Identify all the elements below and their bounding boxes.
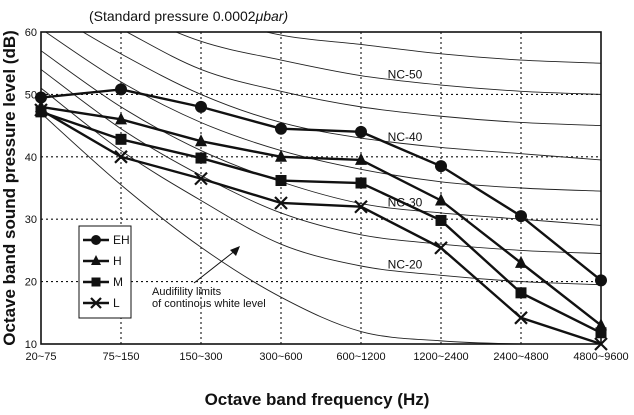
legend-entry: H <box>83 254 122 268</box>
x-tick-label: 300~600 <box>259 351 302 363</box>
series-line-l <box>40 108 602 346</box>
marker-x <box>514 311 528 325</box>
series-line-h <box>40 105 602 327</box>
plot-frame <box>40 31 602 345</box>
annotation-leader <box>193 249 237 284</box>
marker-circle <box>435 160 447 173</box>
x-tick-label: 1200~2400 <box>413 351 468 363</box>
nc-curve <box>44 32 601 192</box>
series-markers <box>34 83 608 351</box>
nc-curve <box>41 69 601 254</box>
legend-entry: EH <box>83 233 130 247</box>
x-tick-label: 2400~4800 <box>493 351 548 363</box>
legend-entry: L <box>83 296 120 310</box>
marker-circle <box>115 83 127 96</box>
reference-unit-text: μbar) <box>255 8 289 24</box>
x-tick-label: 20~75 <box>26 351 57 363</box>
marker-square <box>115 133 127 145</box>
nc-curve <box>174 32 601 95</box>
marker-triangle <box>355 152 367 165</box>
marker-triangle <box>115 112 127 125</box>
y-axis-label: Octave band sound pressure level (dB) <box>0 30 19 346</box>
series-line-m <box>40 110 602 334</box>
marker-triangle <box>435 193 447 206</box>
marker-circle <box>355 125 367 138</box>
reference-note-text: (Standard pressure 0.0002 <box>89 8 256 24</box>
marker-square <box>435 214 447 226</box>
marker-circle <box>515 210 527 223</box>
marker-triangle <box>515 255 527 268</box>
marker-triangle <box>195 134 207 147</box>
y-tick-label: 40 <box>25 152 37 164</box>
marker-square <box>275 175 287 187</box>
y-tick-label: 20 <box>25 277 37 289</box>
marker-triangle <box>275 149 287 162</box>
nc-curve-label: NC-20 <box>388 258 423 272</box>
x-tick-label: 600~1200 <box>336 351 385 363</box>
marker-x <box>194 171 208 186</box>
marker-square <box>355 177 367 189</box>
y-tick-label: 10 <box>25 339 37 351</box>
legend-label: M <box>113 275 123 289</box>
nc-curve <box>41 50 601 226</box>
x-axis-label: Octave band frequency (Hz) <box>204 390 430 409</box>
marker-x <box>354 199 368 214</box>
annotation-arrowhead <box>230 246 240 256</box>
series-line-eh <box>40 88 602 282</box>
legend: EH HML <box>78 225 132 319</box>
marker-square <box>91 277 101 287</box>
marker-x <box>114 150 128 164</box>
annotation-line: Audifility limits <box>152 286 222 298</box>
nc-curve <box>264 32 601 64</box>
marker-x <box>90 297 102 309</box>
nc-curve-label: NC-50 <box>388 67 423 81</box>
marker-circle <box>275 122 287 135</box>
y-tick-label: 30 <box>25 214 37 226</box>
marker-triangle <box>91 255 101 265</box>
nc-curve <box>125 32 601 127</box>
axis-ticks: 10 20 30 40 50 60 20~75 75~150 150~300 300~600 600… <box>25 27 629 363</box>
marker-circle <box>195 100 207 113</box>
series-lines <box>40 88 602 346</box>
x-tick-label: 4800~9600 <box>573 351 628 363</box>
nc-curve-label: NC-40 <box>388 130 423 144</box>
legend-label: L <box>113 296 120 310</box>
marker-x <box>434 241 448 255</box>
x-tick-label: 150~300 <box>179 351 222 363</box>
annotation-line: of continous white level <box>152 298 266 310</box>
legend-entry: M <box>83 275 123 289</box>
marker-square <box>515 287 527 299</box>
legend-label: EH <box>113 233 130 247</box>
x-tick-label: 75~150 <box>102 351 139 363</box>
y-tick-label: 60 <box>25 27 37 39</box>
marker-circle <box>91 235 101 245</box>
reference-pressure-note: (Standard pressure 0.0002μbar) <box>89 8 288 24</box>
marker-square <box>195 152 207 164</box>
marker-x <box>274 196 288 210</box>
legend-label: H <box>113 254 122 268</box>
y-tick-label: 50 <box>25 89 37 101</box>
